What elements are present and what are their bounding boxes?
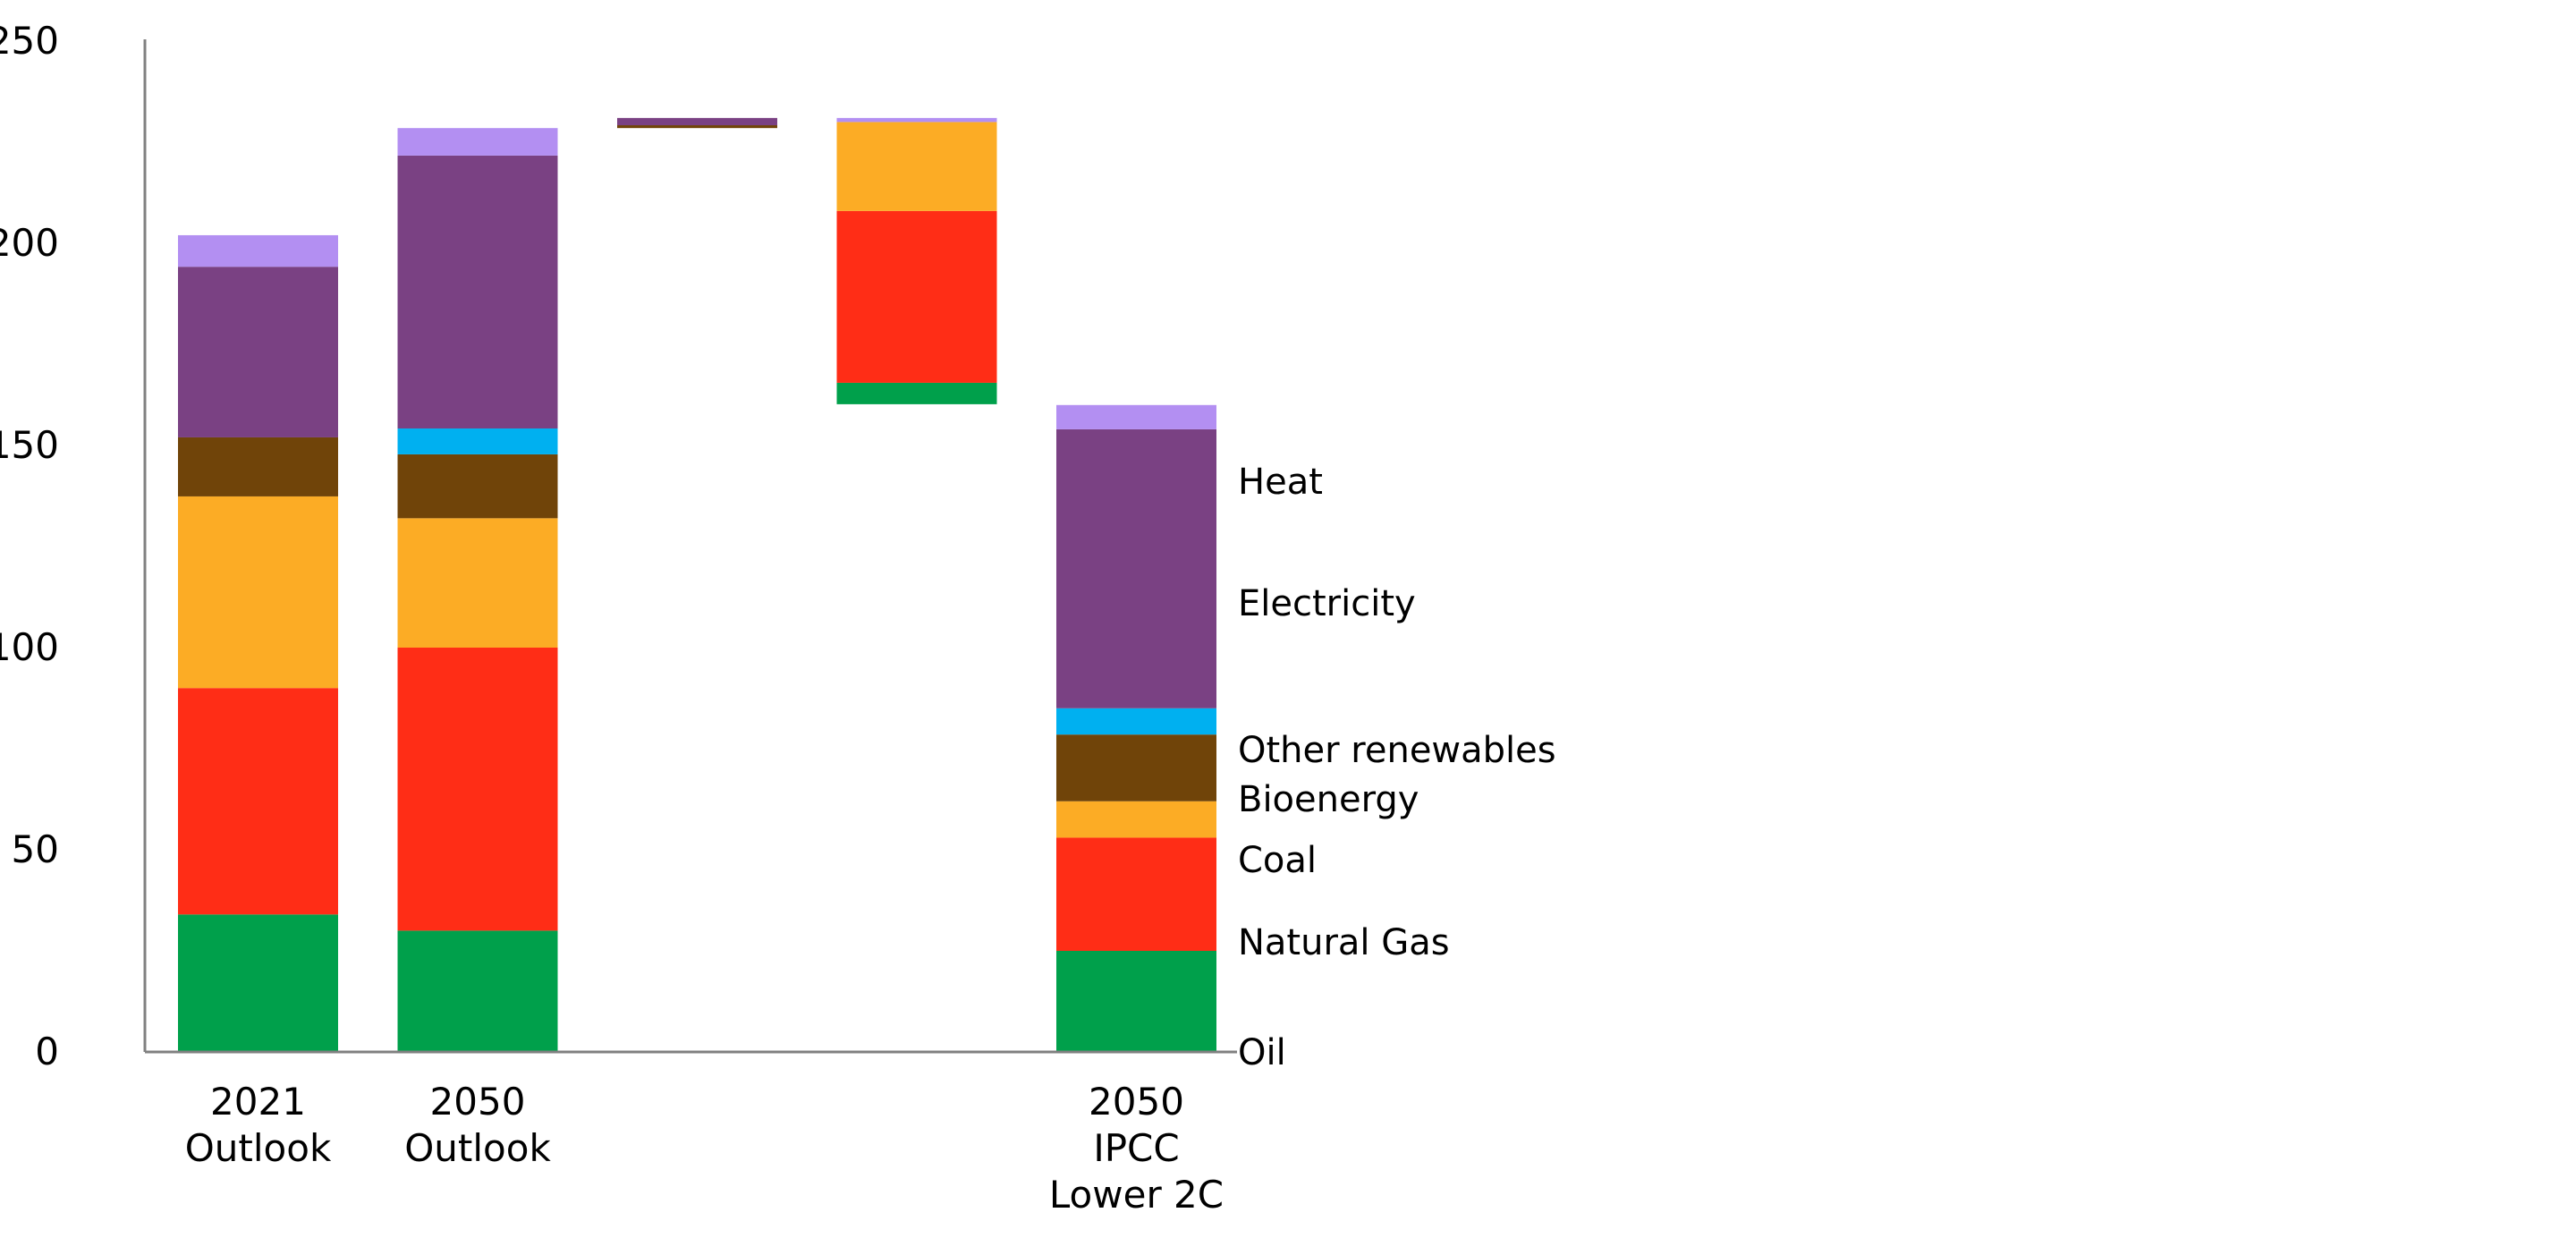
bar-segment-other-renewables	[397, 428, 558, 454]
category-label: Outlook	[404, 1126, 551, 1170]
bar-segment-oil	[178, 914, 338, 1052]
bars	[178, 117, 1216, 1052]
legend-label-bioenergy: Bioenergy	[1238, 779, 1419, 820]
y-tick-label: 50	[12, 827, 59, 871]
bar-segment-bioenergy	[1056, 734, 1216, 801]
legend-label-oil: Oil	[1238, 1032, 1286, 1073]
bar-segment-oil	[397, 930, 558, 1052]
bar-segment-oil	[836, 382, 997, 404]
bar-segment-heat	[397, 128, 558, 156]
legend-label-natural-gas: Natural Gas	[1238, 922, 1450, 963]
bar-segment-oil	[1056, 951, 1216, 1052]
bar-segment-coal	[397, 518, 558, 648]
bar-segment-natural-gas	[836, 210, 997, 383]
bar-segment-electricity	[178, 267, 338, 437]
bar-segment-electricity	[1056, 428, 1216, 708]
bar-segment-coal	[1056, 801, 1216, 838]
bar-segment-electricity	[397, 155, 558, 429]
bar-segment-heat	[836, 117, 997, 123]
legend-label-electricity: Electricity	[1238, 583, 1416, 624]
bar-segment-heat	[178, 234, 338, 267]
bar-segment-natural-gas	[1056, 837, 1216, 951]
legend-label-coal: Coal	[1238, 840, 1317, 881]
category-label: 2050	[1089, 1080, 1184, 1124]
bar-segment-bioenergy	[617, 125, 777, 129]
bar-segment-bioenergy	[397, 454, 558, 519]
bar-segment-natural-gas	[178, 688, 338, 915]
category-label: 2050	[430, 1080, 526, 1124]
y-tick-label: 100	[0, 625, 59, 669]
y-tick-label: 0	[35, 1030, 59, 1073]
y-tick-label: 250	[0, 19, 59, 63]
bar-segment-coal	[178, 496, 338, 689]
bar-segment-coal	[836, 122, 997, 211]
category-label: Outlook	[185, 1126, 332, 1170]
bar-segment-electricity	[617, 117, 777, 126]
bar-segment-bioenergy	[178, 437, 338, 496]
legend-label-heat: Heat	[1238, 462, 1323, 503]
bar-segment-other-renewables	[1056, 708, 1216, 735]
category-label: Lower 2C	[1049, 1173, 1224, 1217]
category-label: IPCC	[1093, 1126, 1179, 1170]
bar-segment-heat	[1056, 404, 1216, 429]
axes: 0 50 100 150 200 250	[0, 19, 1237, 1073]
category-label: 2021	[210, 1080, 306, 1124]
y-tick-label: 150	[0, 423, 59, 467]
legend-label-other-renewables: Other renewables	[1238, 730, 1556, 771]
y-tick-label: 200	[0, 221, 59, 265]
bar-segment-natural-gas	[397, 648, 558, 931]
